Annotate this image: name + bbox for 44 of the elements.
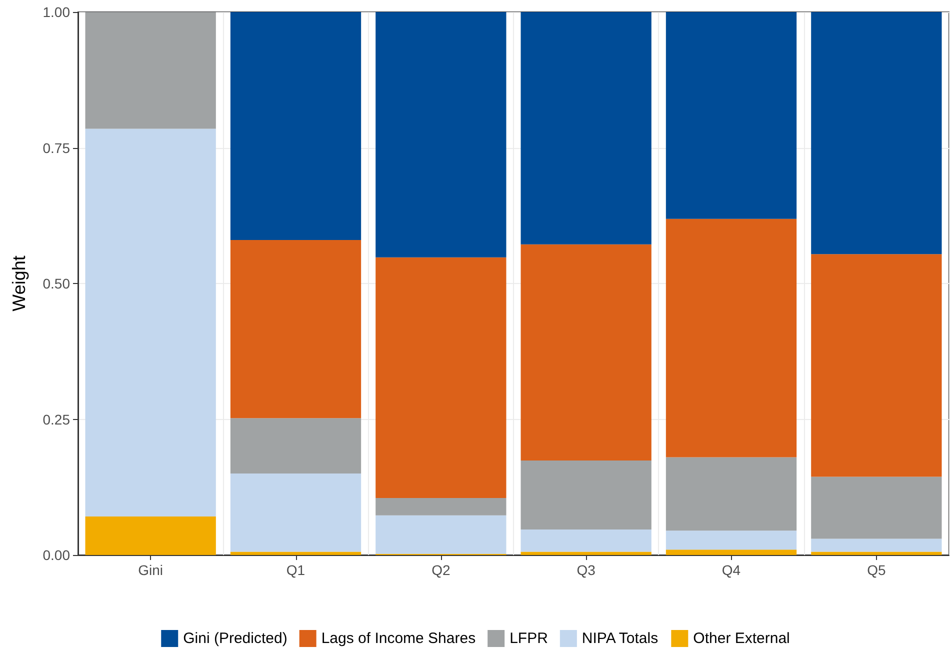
bar bbox=[811, 476, 942, 539]
x-tick-label: Q4 bbox=[722, 562, 741, 578]
bar bbox=[666, 550, 797, 555]
bar bbox=[811, 254, 942, 477]
bar bbox=[376, 12, 506, 258]
x-tick-label: Q5 bbox=[867, 562, 886, 578]
bar bbox=[666, 530, 797, 550]
bar bbox=[811, 538, 942, 552]
bar bbox=[85, 128, 216, 516]
bar bbox=[230, 474, 362, 552]
bar bbox=[520, 12, 652, 244]
bar bbox=[85, 516, 216, 555]
y-axis-title: Weight bbox=[9, 256, 29, 312]
y-tick-label: 0.75 bbox=[42, 140, 70, 156]
legend-label: Other External bbox=[693, 630, 790, 647]
bar bbox=[811, 12, 942, 254]
y-tick-label: 0.00 bbox=[42, 547, 70, 563]
legend-label: Gini (Predicted) bbox=[183, 630, 288, 647]
legend-label: Lags of Income Shares bbox=[321, 630, 476, 647]
bar bbox=[520, 460, 652, 530]
x-tick-label: Q1 bbox=[286, 562, 306, 578]
bar bbox=[520, 552, 652, 555]
x-tick-label: Q2 bbox=[432, 562, 450, 578]
bar bbox=[376, 257, 506, 498]
bar bbox=[85, 12, 216, 129]
y-tick-label: 0.25 bbox=[42, 411, 70, 428]
y-tick-label: 1.00 bbox=[42, 4, 70, 20]
bar bbox=[376, 515, 506, 554]
x-tick-label: Gini bbox=[138, 562, 164, 578]
bar bbox=[230, 552, 362, 555]
bar bbox=[520, 529, 652, 552]
bar bbox=[520, 244, 652, 461]
bar bbox=[230, 12, 362, 240]
legend-label: LFPR bbox=[510, 630, 548, 647]
legend-label: NIPA Totals bbox=[582, 630, 658, 647]
x-tick-label: Q3 bbox=[576, 562, 596, 578]
bar bbox=[230, 418, 362, 474]
bar bbox=[666, 218, 797, 458]
bar bbox=[811, 552, 942, 555]
bar bbox=[666, 12, 797, 219]
y-tick-label: 0.50 bbox=[42, 276, 70, 292]
bar bbox=[230, 240, 362, 418]
bar bbox=[666, 457, 797, 531]
bar bbox=[376, 498, 506, 516]
